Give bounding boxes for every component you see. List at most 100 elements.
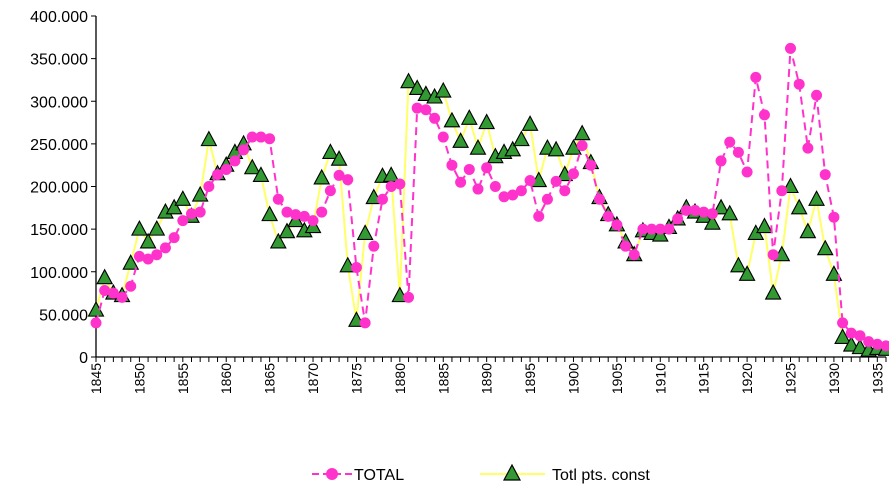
data-point (573, 124, 591, 141)
data-point (712, 198, 730, 215)
data-point (139, 232, 157, 249)
data-point (446, 159, 458, 171)
data-point (151, 249, 163, 261)
data-point (515, 185, 527, 197)
data-point (174, 190, 192, 206)
data-point (238, 144, 250, 156)
data-point (203, 181, 215, 192)
data-point (504, 140, 522, 157)
data-point (408, 79, 426, 96)
data-point (498, 191, 510, 203)
x-tick-label: 1905 (609, 363, 625, 394)
data-point (851, 338, 869, 355)
data-point (802, 142, 814, 154)
data-point (368, 240, 380, 252)
data-point (559, 185, 571, 197)
data-point (200, 130, 218, 147)
x-tick-label: 1935 (869, 363, 885, 394)
legend: TOTAL Totl pts. const (312, 463, 650, 484)
data-point (738, 265, 756, 281)
x-tick-label: 1890 (479, 363, 495, 394)
data-point (261, 205, 279, 222)
x-tick-label: 1860 (218, 363, 234, 394)
data-point (594, 193, 606, 205)
legend-marker-totl-pts-const (503, 463, 521, 481)
data-point (255, 131, 267, 143)
data-point (252, 166, 270, 182)
data-point (703, 213, 721, 230)
data-point (602, 210, 614, 222)
data-point (863, 336, 875, 348)
x-tick-label: 1900 (565, 363, 581, 394)
x-tick-label: 1865 (262, 363, 278, 394)
series-total (90, 42, 889, 352)
y-tick-label: 250.000 (30, 137, 88, 154)
data-point (533, 210, 545, 222)
data-point (880, 340, 889, 352)
data-point (411, 102, 423, 114)
data-point (194, 206, 206, 218)
data-point (776, 185, 788, 197)
y-tick-label: 300.000 (30, 94, 88, 111)
data-point (567, 168, 579, 180)
data-point (420, 104, 432, 116)
data-point (654, 223, 666, 235)
data-point (825, 265, 843, 281)
data-point (99, 285, 111, 297)
data-point (116, 291, 128, 303)
x-tick-label: 1850 (131, 363, 147, 394)
data-point (732, 146, 744, 158)
data-point (90, 317, 102, 329)
data-point (585, 159, 597, 171)
data-point (854, 330, 866, 342)
data-point (316, 206, 328, 218)
data-point (212, 169, 224, 181)
data-point (550, 175, 562, 187)
y-tick-label: 50.000 (39, 307, 88, 324)
data-point (646, 223, 658, 235)
data-point (333, 169, 345, 181)
data-point (220, 163, 232, 175)
data-point (729, 256, 747, 273)
data-point (307, 215, 319, 227)
data-point (512, 130, 530, 147)
data-point (845, 327, 857, 339)
data-point (672, 213, 684, 225)
x-tick-label: 1930 (826, 363, 842, 394)
data-point (159, 242, 171, 254)
data-point (359, 317, 371, 329)
data-point (229, 155, 241, 167)
data-point (663, 223, 675, 235)
y-tick-label: 100.000 (30, 265, 88, 282)
data-point (837, 317, 849, 329)
data-point (758, 109, 770, 121)
data-point (463, 163, 475, 175)
data-point (313, 168, 331, 185)
y-tick-label: 150.000 (30, 222, 88, 239)
data-point (576, 140, 588, 152)
y-axis-ticks: 0 50.000 100.000 150.000 200.000 250.000 300.0… (30, 9, 96, 367)
data-point (122, 254, 140, 270)
data-point (834, 328, 852, 344)
data-point (165, 198, 183, 215)
data-point (342, 174, 354, 186)
data-point (611, 219, 623, 231)
data-point (400, 72, 417, 89)
legend-item-total: TOTAL (312, 467, 404, 484)
y-tick-label: 350.000 (30, 52, 88, 69)
data-point (811, 89, 823, 101)
data-point (785, 42, 797, 54)
data-point (452, 132, 470, 148)
data-point (281, 206, 293, 218)
data-point (724, 136, 736, 148)
data-point (429, 112, 441, 124)
data-point (107, 287, 119, 299)
data-point (394, 178, 406, 190)
data-point (437, 131, 449, 143)
data-point (321, 143, 339, 159)
x-axis-ticks: 1845 1850 1855 1860 1865 1870 1875 1880 1885 1890… (88, 357, 887, 394)
data-point (756, 217, 773, 234)
data-point (246, 131, 258, 143)
data-point (472, 183, 484, 195)
